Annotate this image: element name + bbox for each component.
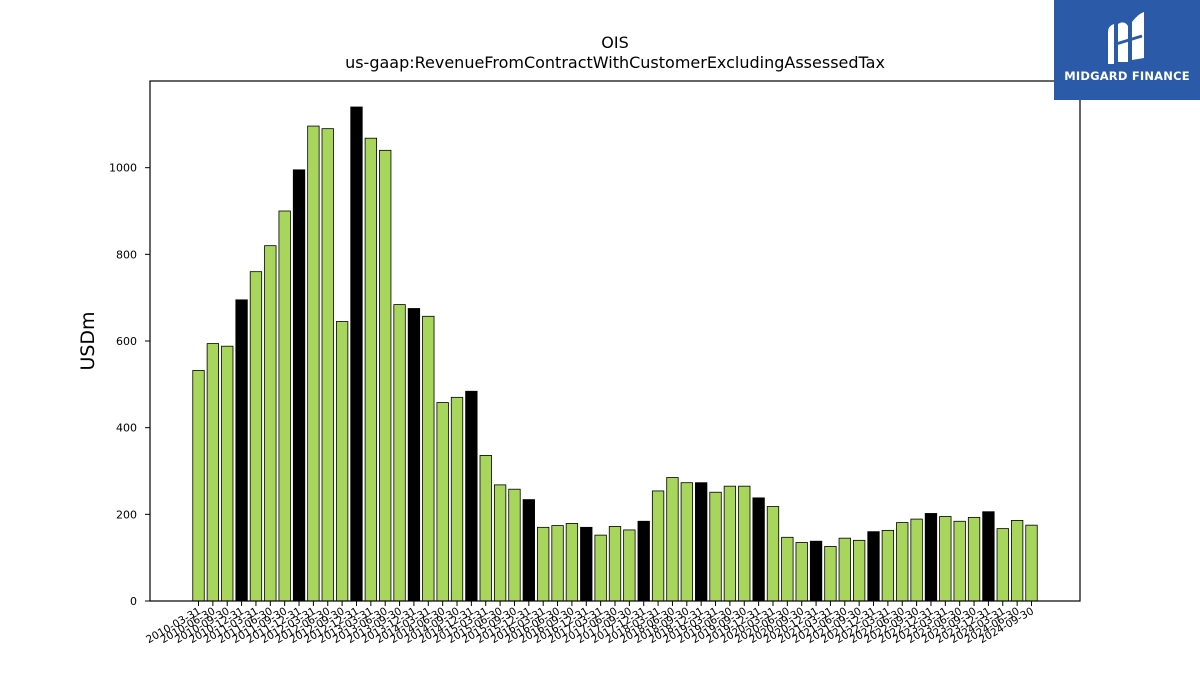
bar-2014-12-31 [465, 390, 478, 602]
chart-title: OIS [601, 33, 628, 52]
bar-2010-09-30 [221, 345, 234, 602]
y-tick-label: 400 [116, 422, 137, 435]
y-tick-label: 800 [116, 248, 137, 261]
bar-2012-09-30 [335, 321, 349, 602]
bar-2021-09-30 [853, 539, 866, 602]
bar-2023-09-30 [967, 516, 981, 602]
bar-2024-03-31 [996, 528, 1009, 602]
chart-subtitle: us-gaap:RevenueFromContractWithCustomerE… [345, 53, 885, 72]
bar-2021-12-31 [867, 531, 880, 602]
bar-2016-12-31 [580, 526, 593, 602]
bar-2021-06-30 [838, 537, 851, 602]
bar-2022-09-30 [910, 518, 923, 602]
bar-2012-12-31 [350, 106, 363, 602]
bar-2013-12-31 [407, 308, 421, 602]
bar-2015-06-30 [493, 484, 507, 602]
bar-2016-03-31 [537, 526, 550, 602]
bar-2022-12-31 [924, 513, 938, 602]
bar-2019-12-31 [752, 497, 765, 602]
bar-2010-06-30 [206, 343, 220, 602]
bar-2012-03-31 [307, 125, 320, 602]
bar-2018-03-31 [651, 490, 665, 602]
bar-2024-06-30 [1010, 520, 1024, 602]
bar-2015-03-31 [479, 454, 492, 602]
y-axis-ticks: 0 200 400 600 800 1000 [109, 162, 150, 608]
bar-2011-12-31 [292, 169, 306, 602]
bar-2017-12-31 [637, 520, 650, 602]
bar-2011-06-30 [264, 245, 277, 602]
bar-2014-03-31 [422, 315, 435, 602]
bar-2014-06-30 [436, 402, 449, 602]
bar-2016-06-30 [551, 525, 564, 602]
bar-2020-09-30 [795, 542, 808, 602]
bar-2017-09-30 [623, 529, 636, 602]
bar-series [192, 106, 1038, 602]
bar-2015-12-31 [522, 499, 535, 602]
bar-2015-09-30 [508, 488, 521, 602]
bar-2024-09-30 [1025, 524, 1038, 602]
bar-2023-12-31 [982, 511, 995, 602]
bar-2019-03-31 [709, 491, 722, 602]
brand-logo: MIDGARD FINANCE [1054, 0, 1200, 100]
bar-2010-12-31 [235, 299, 248, 602]
bar-2010-03-31 [192, 370, 205, 602]
bar-2020-12-31 [809, 540, 823, 602]
bar-2016-09-30 [565, 523, 579, 602]
y-tick-label: 200 [116, 508, 137, 521]
bar-2013-03-31 [364, 137, 377, 602]
bar-2020-03-31 [766, 506, 780, 602]
brand-name: MIDGARD FINANCE [1064, 69, 1190, 83]
y-axis-label: USDm [77, 311, 99, 370]
bar-2014-09-30 [450, 396, 464, 602]
y-tick-label: 0 [130, 595, 137, 608]
plot-frame [149, 80, 1081, 602]
bar-2017-03-31 [594, 534, 607, 602]
bar-2017-06-30 [608, 526, 622, 602]
bar-2019-09-30 [738, 485, 751, 602]
midgard-m-icon [1108, 12, 1144, 64]
y-tick-label: 600 [116, 335, 137, 348]
bar-2022-03-31 [881, 529, 895, 602]
bar-2022-06-30 [896, 522, 909, 602]
bar-2021-03-31 [824, 546, 837, 602]
bar-2013-06-30 [379, 149, 392, 602]
bar-2018-06-30 [666, 477, 679, 602]
bar-2019-06-30 [723, 485, 737, 602]
x-axis-ticks: 2010-03-312010-06-302010-09-302010-12-31… [144, 601, 1036, 646]
bar-2011-09-30 [278, 210, 291, 602]
bar-2012-06-30 [321, 128, 334, 602]
bar-2020-06-30 [781, 536, 794, 602]
bar-2011-03-31 [249, 271, 263, 602]
bar-2018-12-31 [695, 482, 708, 602]
bar-2013-09-30 [393, 304, 406, 602]
bar-2023-06-30 [953, 520, 966, 602]
bar-2018-09-30 [680, 482, 693, 602]
bar-2023-03-31 [939, 516, 952, 602]
y-tick-label: 1000 [109, 162, 137, 175]
